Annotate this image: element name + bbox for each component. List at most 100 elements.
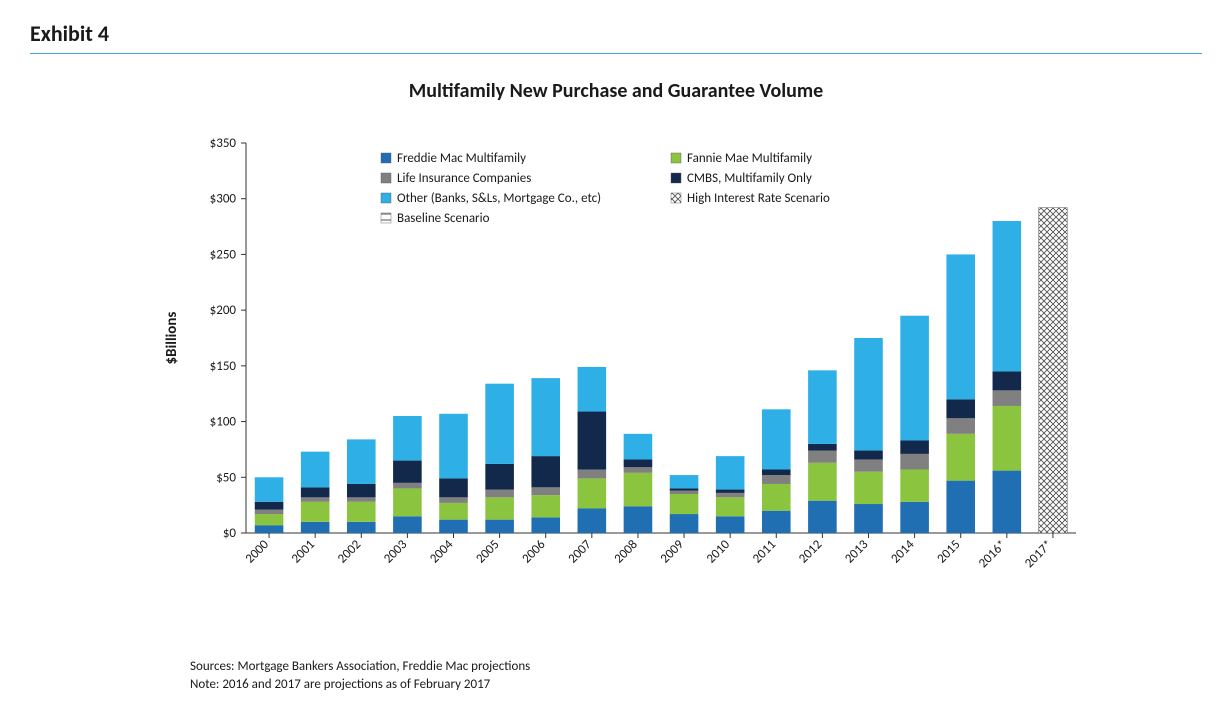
bar-segment [670, 491, 699, 494]
bar-segment [716, 497, 745, 516]
bar-segment [578, 508, 607, 533]
bar-segment [993, 371, 1022, 390]
svg-text:2006: 2006 [519, 537, 549, 567]
chart-title: Multifamily New Purchase and Guarantee V… [30, 79, 1202, 103]
bar-segment [255, 514, 284, 525]
legend-swatch [671, 173, 681, 183]
sources-note: Note: 2016 and 2017 are projections as o… [190, 676, 1202, 694]
stacked-bar-chart: $0$50$100$150$200$250$300$350$Billions20… [126, 133, 1106, 593]
svg-text:$250: $250 [210, 247, 237, 262]
bar-segment [301, 522, 330, 533]
bar-segment [900, 502, 929, 533]
bar-segment [301, 452, 330, 488]
bar-segment [578, 469, 607, 478]
svg-text:2016*: 2016* [976, 537, 1010, 571]
bar-segment [808, 501, 837, 533]
bar-segment [624, 459, 653, 467]
svg-text:2012: 2012 [796, 537, 826, 567]
scenario-bar [1039, 208, 1068, 533]
bar-segment [439, 503, 468, 520]
svg-text:$0: $0 [223, 526, 237, 541]
bar-segment [347, 439, 376, 484]
svg-text:$300: $300 [210, 192, 237, 207]
bar-segment [808, 444, 837, 451]
bar-segment [670, 514, 699, 533]
bar-segment [255, 525, 284, 533]
bar-segment [393, 461, 422, 483]
bar-segment [578, 412, 607, 470]
bar-segment [531, 495, 560, 517]
legend-label: CMBS, Multifamily Only [687, 171, 812, 186]
bar-segment [854, 472, 883, 504]
bar-segment [670, 475, 699, 488]
svg-text:$200: $200 [210, 303, 237, 318]
bar-segment [531, 378, 560, 456]
chart-sources: Sources: Mortgage Bankers Association, F… [190, 658, 1202, 694]
svg-text:2013: 2013 [842, 537, 872, 567]
bar-segment [946, 418, 975, 434]
bar-segment [439, 520, 468, 533]
svg-text:2011: 2011 [750, 537, 779, 566]
bar-segment [808, 451, 837, 463]
bar-segment [255, 510, 284, 514]
bar-segment [993, 471, 1022, 533]
bar-segment [347, 522, 376, 533]
bar-segment [993, 390, 1022, 406]
svg-text:$150: $150 [210, 359, 237, 374]
bar-segment [531, 456, 560, 487]
legend-swatch [671, 193, 681, 203]
bar-segment [854, 451, 883, 460]
bar-segment [439, 414, 468, 479]
legend-label: Other (Banks, S&Ls, Mortgage Co., etc) [397, 191, 601, 206]
bar-segment [762, 475, 791, 484]
svg-text:$Billions: $Billions [163, 312, 181, 365]
bar-segment [531, 487, 560, 495]
svg-text:$50: $50 [216, 470, 236, 485]
bar-segment [762, 409, 791, 469]
bar-segment [393, 516, 422, 533]
bar-segment [854, 338, 883, 451]
bar-segment [301, 497, 330, 501]
bar-segment [624, 434, 653, 460]
bar-segment [716, 493, 745, 497]
bar-segment [624, 467, 653, 473]
legend-label: Freddie Mac Multifamily [397, 151, 526, 166]
bar-segment [347, 497, 376, 501]
legend-swatch [381, 193, 391, 203]
svg-text:2007: 2007 [565, 537, 595, 567]
sources-line: Sources: Mortgage Bankers Association, F… [190, 658, 1202, 676]
bar-segment [393, 416, 422, 461]
bar-segment [255, 477, 284, 502]
bar-segment [900, 441, 929, 454]
bar-segment [485, 464, 514, 490]
bar-segment [716, 456, 745, 489]
exhibit-label: Exhibit 4 [30, 20, 1202, 53]
bar-segment [624, 473, 653, 506]
legend-label: Life Insurance Companies [397, 171, 531, 186]
bar-segment [716, 516, 745, 533]
bar-segment [485, 520, 514, 533]
bar-segment [900, 454, 929, 470]
svg-text:$100: $100 [210, 415, 237, 430]
chart-container: $0$50$100$150$200$250$300$350$Billions20… [126, 133, 1106, 598]
bar-segment [993, 406, 1022, 471]
svg-text:2005: 2005 [473, 537, 502, 566]
bar-segment [301, 487, 330, 497]
bar-segment [485, 384, 514, 464]
bar-segment [624, 506, 653, 533]
bar-segment [900, 469, 929, 501]
bar-segment [393, 488, 422, 516]
svg-text:2002: 2002 [335, 537, 365, 567]
legend-label: High Interest Rate Scenario [687, 191, 830, 206]
svg-text:2010: 2010 [704, 537, 734, 567]
bar-segment [531, 517, 560, 533]
bar-segment [670, 494, 699, 514]
bar-segment [347, 484, 376, 497]
legend-swatch [381, 173, 391, 183]
bar-segment [854, 459, 883, 471]
bar-segment [854, 504, 883, 533]
svg-text:2004: 2004 [427, 537, 457, 567]
bar-segment [946, 399, 975, 418]
bar-segment [762, 484, 791, 511]
bar-segment [670, 488, 699, 490]
